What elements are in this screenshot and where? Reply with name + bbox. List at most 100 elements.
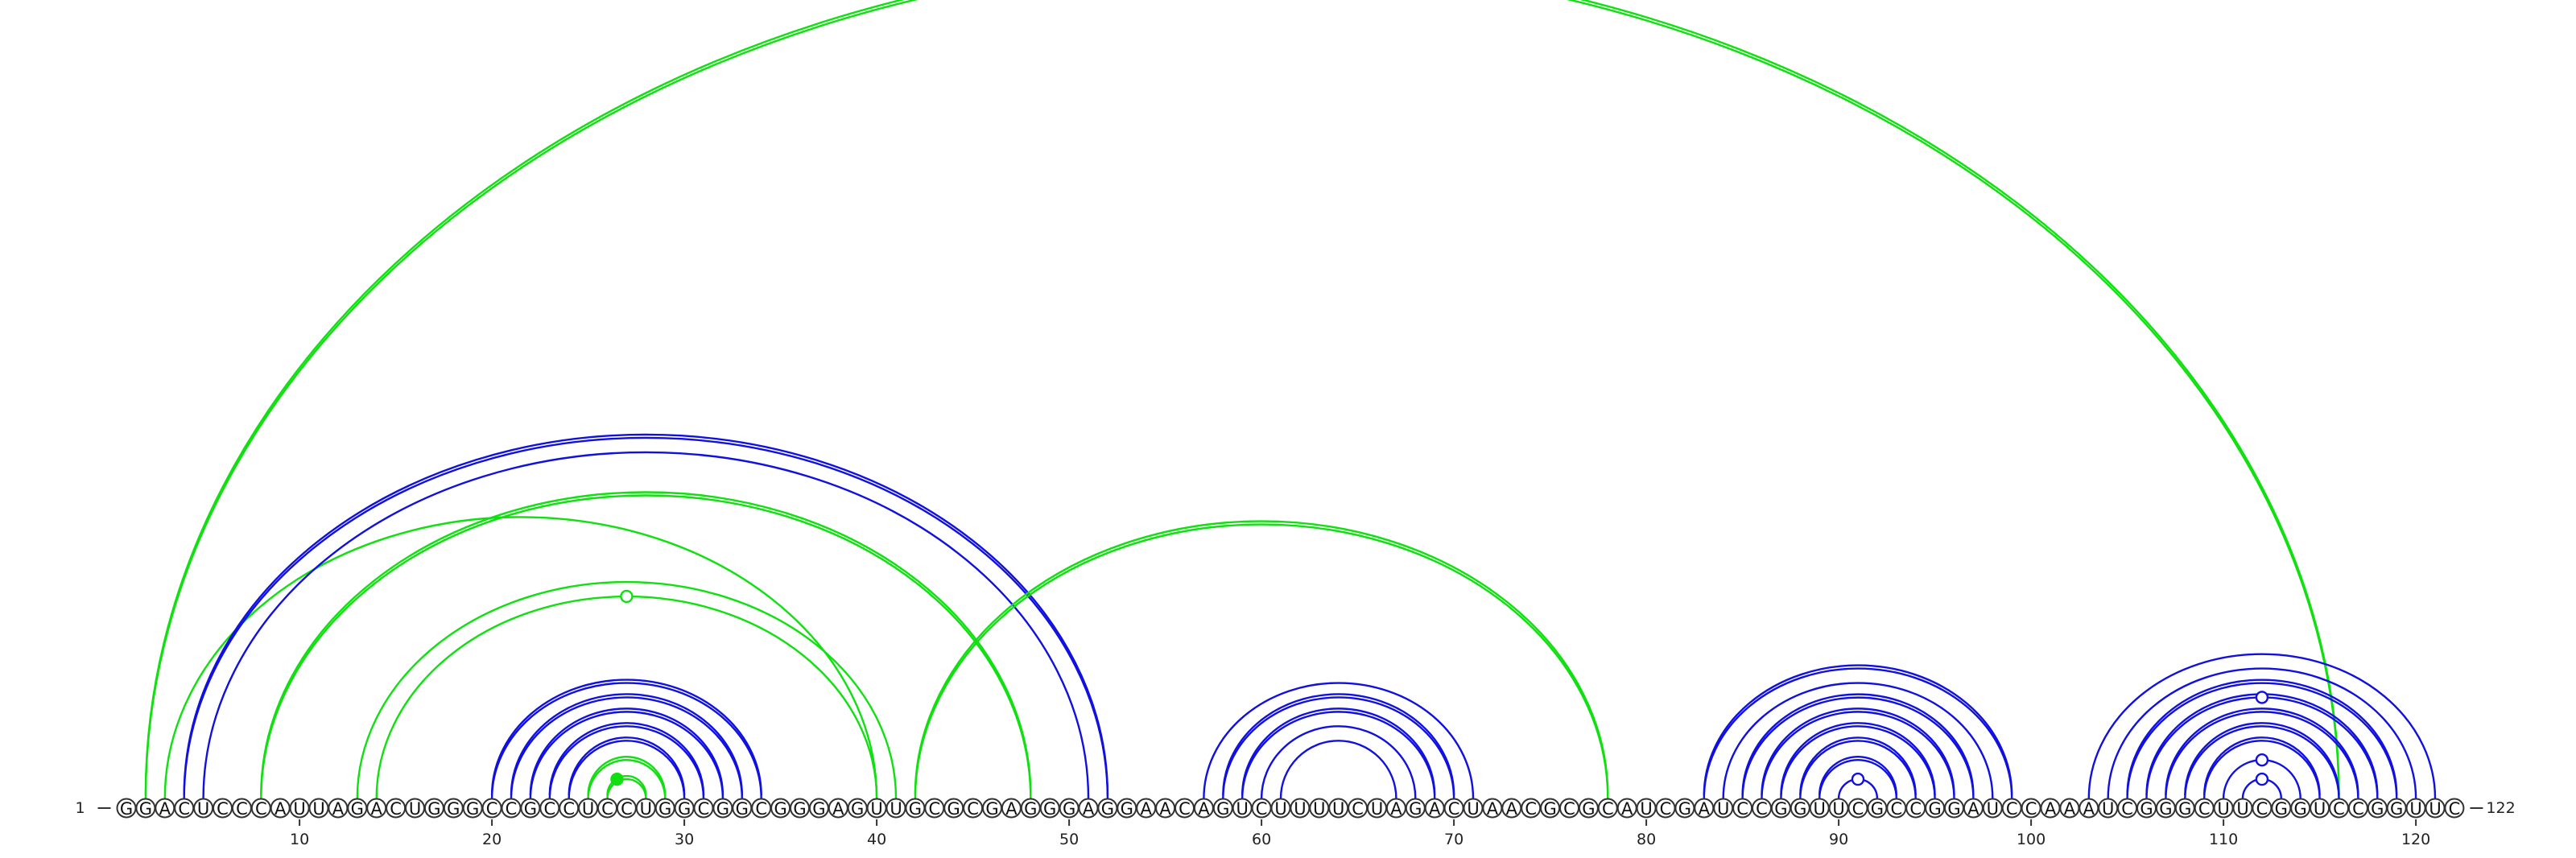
nucleotide-letter: C: [390, 799, 402, 819]
nucleotide-letter: G: [1043, 799, 1056, 819]
base-pair-arc-59-69: [1241, 707, 1436, 799]
axis-tick-50: 50: [1059, 819, 1079, 848]
nucleotide-letter: U: [1332, 799, 1344, 819]
base-pair-arc-20-34: [490, 679, 762, 799]
nucleotide-letter: A: [1429, 799, 1441, 819]
nucleotide-90: U: [1828, 798, 1849, 819]
nucleotide-59: U: [1232, 798, 1253, 819]
nucleotide-79: A: [1616, 798, 1637, 819]
nucleotide-111: U: [2232, 798, 2253, 819]
nucleotide-letter: G: [1678, 799, 1691, 819]
nucleotide-108: G: [2174, 798, 2195, 819]
nucleotide-letter: C: [1448, 799, 1460, 819]
nucleotide-81: C: [1655, 798, 1676, 819]
nucleotide-47: A: [1001, 798, 1022, 819]
nucleotide-letter: C: [2333, 799, 2345, 819]
nucleotide-letter: C: [928, 799, 940, 819]
nucleotide-letter: G: [2275, 799, 2288, 819]
nucleotide-86: C: [1752, 798, 1772, 819]
nucleotide-letter: G: [351, 799, 364, 819]
nucleotide-letter: U: [2236, 799, 2248, 819]
base-pair-arc-4-52: [183, 433, 1109, 799]
tick-label: 20: [482, 831, 502, 848]
nucleotide-letter: G: [1794, 799, 1806, 819]
nucleotide-letter: C: [1179, 799, 1191, 819]
nucleotide-48: G: [1020, 798, 1041, 819]
nucleotide-letter: C: [217, 799, 229, 819]
nucleotide-letter: A: [1159, 799, 1171, 819]
nucleotide-78: C: [1597, 798, 1618, 819]
base-pair-arc-103-121: [2087, 653, 2437, 799]
nucleotide-16: U: [405, 798, 425, 819]
nucleotide-110: U: [2213, 798, 2234, 819]
nucleotide-77: G: [1578, 798, 1599, 819]
nucleotide-letter: U: [1467, 799, 1479, 819]
nucleotide-23: C: [539, 798, 560, 819]
nucleotide-letter: A: [2083, 799, 2095, 819]
base-pair-arc-109-115: [2203, 736, 2321, 799]
nucleotide-letter: G: [716, 799, 729, 819]
nucleotide-letter: G: [793, 799, 806, 819]
nucleotide-80: U: [1636, 798, 1657, 819]
axis-tick-110: 110: [2209, 819, 2238, 848]
nucleotide-105: C: [2117, 798, 2138, 819]
base-pair-arc-86-96: [1761, 707, 1955, 799]
nucleotide-65: C: [1348, 798, 1368, 819]
base-pair-arc-57-71: [1203, 682, 1475, 799]
sequence-end-label: 122: [2486, 799, 2515, 817]
nucleotide-92: G: [1867, 798, 1888, 819]
nucleotide-9: A: [270, 798, 291, 819]
nucleotide-letter: G: [1409, 799, 1422, 819]
nucleotide-letter: U: [582, 799, 594, 819]
nucleotide-letter: G: [139, 799, 152, 819]
base-pair-arc-104-120: [2107, 667, 2417, 799]
nucleotide-98: U: [1982, 798, 2003, 819]
base-pair-arc-83-99: [1703, 664, 2013, 799]
nucleotide-letter: U: [1236, 799, 1249, 819]
base-pair-arc-85-97: [1741, 693, 1975, 799]
base-pair-arc-58-70: [1222, 693, 1455, 799]
base-pair-arc-87-95: [1780, 722, 1936, 799]
nucleotide-letter: A: [371, 799, 383, 819]
sequence-backbone: 1 122: [76, 799, 2516, 817]
tick-label: 10: [290, 831, 309, 848]
nucleotide-letter: A: [332, 799, 345, 819]
base-pair-arc-89-93: [1818, 756, 1897, 799]
nucleotide-letter: C: [543, 799, 555, 819]
nucleotide-41: U: [886, 798, 906, 819]
sequence-start-label: 1: [76, 799, 85, 817]
nucleotide-19: G: [462, 798, 483, 819]
nucleotide-84: U: [1713, 798, 1734, 819]
nucleotide-53: G: [1117, 798, 1137, 819]
nucleotide-letter: C: [178, 799, 190, 819]
nucleotide-letter: U: [2429, 799, 2441, 819]
nucleotide-95: G: [1925, 798, 1946, 819]
nucleotide-letter: C: [1602, 799, 1614, 819]
nucleotide-89: U: [1809, 798, 1830, 819]
nucleotide-letter: U: [1987, 799, 1999, 819]
nucleotide-39: G: [847, 798, 868, 819]
nucleotide-3: A: [155, 798, 175, 819]
base-pair-arc-105-119: [2126, 679, 2398, 799]
axis-tick-40: 40: [867, 819, 886, 848]
nucleotide-letter: U: [1640, 799, 1652, 819]
nucleotide-letter: G: [2140, 799, 2153, 819]
nucleotide-letter: A: [2045, 799, 2057, 819]
tick-label: 60: [1252, 831, 1271, 848]
nucleotide-letter: G: [1024, 799, 1037, 819]
nucleotide-49: G: [1039, 798, 1060, 819]
nucleotide-letter: U: [1814, 799, 1826, 819]
base-pair-arc-26-28: [606, 774, 647, 799]
nucleotide-60: C: [1251, 798, 1272, 819]
base-pair-arc-2-116: [144, 0, 2340, 799]
nucleotide-2: G: [135, 798, 156, 819]
nucleotide-letter: C: [1660, 799, 1672, 819]
nucleotide-20: C: [481, 798, 502, 819]
nucleotide-letter: G: [2159, 799, 2172, 819]
nucleotide-1: G: [116, 798, 137, 819]
axis-tick-20: 20: [482, 819, 502, 848]
nucleotide-letter: G: [1216, 799, 1229, 819]
base-pair-arc-25-29: [587, 756, 667, 799]
nucleotide-letter: A: [1487, 799, 1499, 819]
